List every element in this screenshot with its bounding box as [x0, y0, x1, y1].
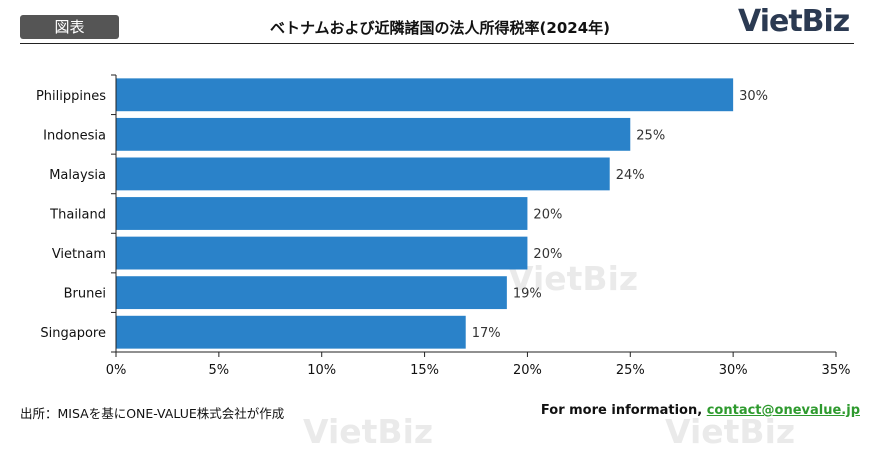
- watermark-text: VietBiz: [665, 412, 795, 451]
- bar-philippines: [116, 78, 734, 112]
- x-tick-label: 35%: [822, 363, 851, 378]
- bar-brunei: [116, 276, 507, 310]
- x-tick-label: 25%: [616, 363, 645, 378]
- category-label: Indonesia: [43, 128, 106, 143]
- x-tick-label: 20%: [513, 363, 542, 378]
- bar-value-label: 30%: [739, 89, 768, 104]
- x-tick-label: 0%: [106, 363, 127, 378]
- bar-value-label: 20%: [533, 208, 562, 223]
- x-tick-label: 5%: [209, 363, 230, 378]
- watermark-text: VietBiz: [508, 259, 638, 298]
- watermark-text: VietBiz: [303, 412, 433, 451]
- contact-prefix: For more information,: [540, 403, 707, 418]
- figure-tag: 図表: [20, 15, 119, 39]
- bar-value-label: 25%: [636, 128, 665, 143]
- bar-value-label: 17%: [472, 326, 501, 341]
- category-label: Singapore: [40, 326, 106, 341]
- bar-thailand: [116, 197, 528, 230]
- category-label: Brunei: [64, 287, 106, 302]
- bar-singapore: [116, 315, 466, 349]
- chart-title: ベトナムおよび近隣諸国の法人所得税率(2024年): [269, 19, 610, 37]
- x-tick-label: 10%: [307, 363, 336, 378]
- category-label: Philippines: [36, 89, 106, 104]
- bar-vietnam: [116, 236, 528, 270]
- contact-info: For more information, contact@onevalue.j…: [541, 403, 860, 418]
- x-tick-label: 15%: [410, 363, 439, 378]
- category-label: Thailand: [49, 208, 106, 223]
- bar-value-label: 24%: [616, 168, 645, 183]
- bar-indonesia: [116, 117, 631, 151]
- x-tick-label: 30%: [719, 363, 748, 378]
- bar-value-label: 19%: [513, 287, 542, 302]
- header-divider: [20, 43, 854, 44]
- bar-malaysia: [116, 157, 610, 191]
- source-note: 出所：MISAを基にONE-VALUE株式会社が作成: [20, 406, 285, 421]
- category-label: Vietnam: [52, 247, 106, 262]
- category-label: Malaysia: [49, 168, 106, 183]
- vietbiz-logo: VietBiz: [738, 4, 850, 39]
- bar-value-label: 20%: [533, 247, 562, 262]
- contact-email-link[interactable]: contact@onevalue.jp: [706, 403, 860, 418]
